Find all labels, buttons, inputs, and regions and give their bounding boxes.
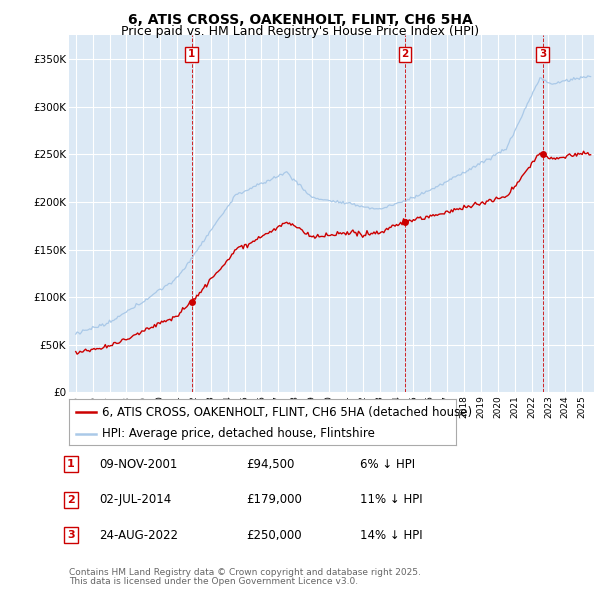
Text: 6, ATIS CROSS, OAKENHOLT, FLINT, CH6 5HA (detached house): 6, ATIS CROSS, OAKENHOLT, FLINT, CH6 5HA… xyxy=(102,406,472,419)
Text: 6% ↓ HPI: 6% ↓ HPI xyxy=(360,458,415,471)
Text: 02-JUL-2014: 02-JUL-2014 xyxy=(99,493,171,506)
Text: 6, ATIS CROSS, OAKENHOLT, FLINT, CH6 5HA: 6, ATIS CROSS, OAKENHOLT, FLINT, CH6 5HA xyxy=(128,13,472,27)
Text: 3: 3 xyxy=(67,530,74,540)
Text: £250,000: £250,000 xyxy=(246,529,302,542)
Text: 2: 2 xyxy=(401,50,409,60)
Text: HPI: Average price, detached house, Flintshire: HPI: Average price, detached house, Flin… xyxy=(102,427,375,441)
Text: 11% ↓ HPI: 11% ↓ HPI xyxy=(360,493,422,506)
Text: 1: 1 xyxy=(188,50,195,60)
Text: 2: 2 xyxy=(67,495,74,504)
Text: £94,500: £94,500 xyxy=(246,458,295,471)
Text: Contains HM Land Registry data © Crown copyright and database right 2025.: Contains HM Land Registry data © Crown c… xyxy=(69,568,421,577)
Text: £179,000: £179,000 xyxy=(246,493,302,506)
Text: 1: 1 xyxy=(67,460,74,469)
Text: 14% ↓ HPI: 14% ↓ HPI xyxy=(360,529,422,542)
Text: 09-NOV-2001: 09-NOV-2001 xyxy=(99,458,178,471)
Text: 3: 3 xyxy=(539,50,546,60)
Text: Price paid vs. HM Land Registry's House Price Index (HPI): Price paid vs. HM Land Registry's House … xyxy=(121,25,479,38)
Text: 24-AUG-2022: 24-AUG-2022 xyxy=(99,529,178,542)
Text: This data is licensed under the Open Government Licence v3.0.: This data is licensed under the Open Gov… xyxy=(69,578,358,586)
